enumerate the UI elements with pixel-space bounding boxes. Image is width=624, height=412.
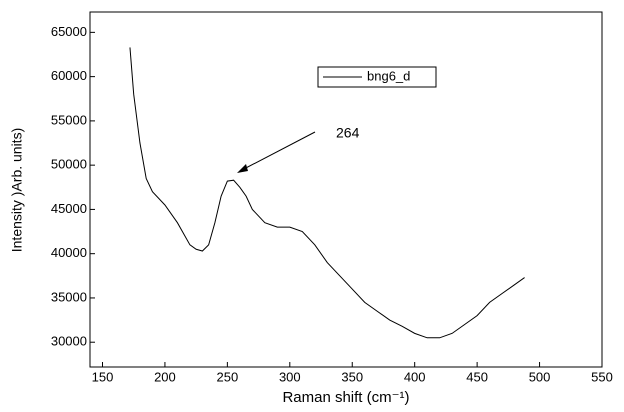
- x-tick-label: 200: [154, 369, 176, 384]
- x-tick-label: 450: [466, 369, 488, 384]
- y-tick-label: 50000: [51, 157, 87, 172]
- legend-label: bng6_d: [367, 68, 410, 83]
- data-line: [129, 47, 525, 339]
- y-tick-label: 65000: [51, 24, 87, 39]
- arrow-head: [237, 164, 248, 173]
- x-tick-label: 150: [92, 369, 114, 384]
- y-tick-label: 35000: [51, 289, 87, 304]
- x-tick-label: 350: [341, 369, 363, 384]
- plot-frame: [89, 11, 603, 368]
- x-tick-label: 400: [404, 369, 426, 384]
- x-axis-label: Raman shift (cm⁻¹): [282, 389, 409, 406]
- x-tick-label: 250: [217, 369, 239, 384]
- y-tick-label: 55000: [51, 112, 87, 127]
- annotation-arrow: [241, 131, 316, 171]
- y-axis-label: Intensity )Arb. units): [9, 128, 25, 253]
- legend-box: [317, 66, 437, 88]
- x-tick-label: 550: [591, 369, 613, 384]
- y-tick-label: 40000: [51, 245, 87, 260]
- x-tick-label: 300: [279, 369, 301, 384]
- y-tick-label: 30000: [51, 334, 87, 349]
- annotation: 264: [336, 125, 360, 141]
- y-tick-label: 45000: [51, 201, 87, 216]
- legend: bng6_d: [317, 66, 437, 88]
- x-tick-label: 500: [529, 369, 551, 384]
- y-tick-label: 60000: [51, 68, 87, 83]
